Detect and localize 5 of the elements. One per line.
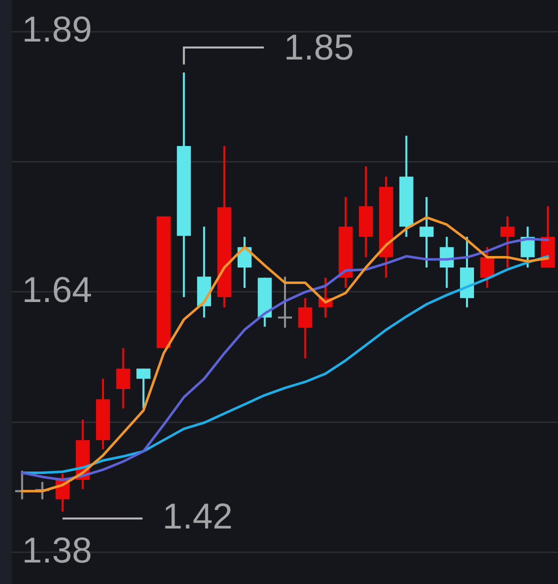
annotation: 1.85 <box>284 26 354 68</box>
y-tick-label: 1.89 <box>22 8 92 50</box>
y-tick-label: 1.64 <box>22 268 92 310</box>
y-tick-label: 1.38 <box>22 529 92 570</box>
annotation: 1.42 <box>162 495 233 536</box>
